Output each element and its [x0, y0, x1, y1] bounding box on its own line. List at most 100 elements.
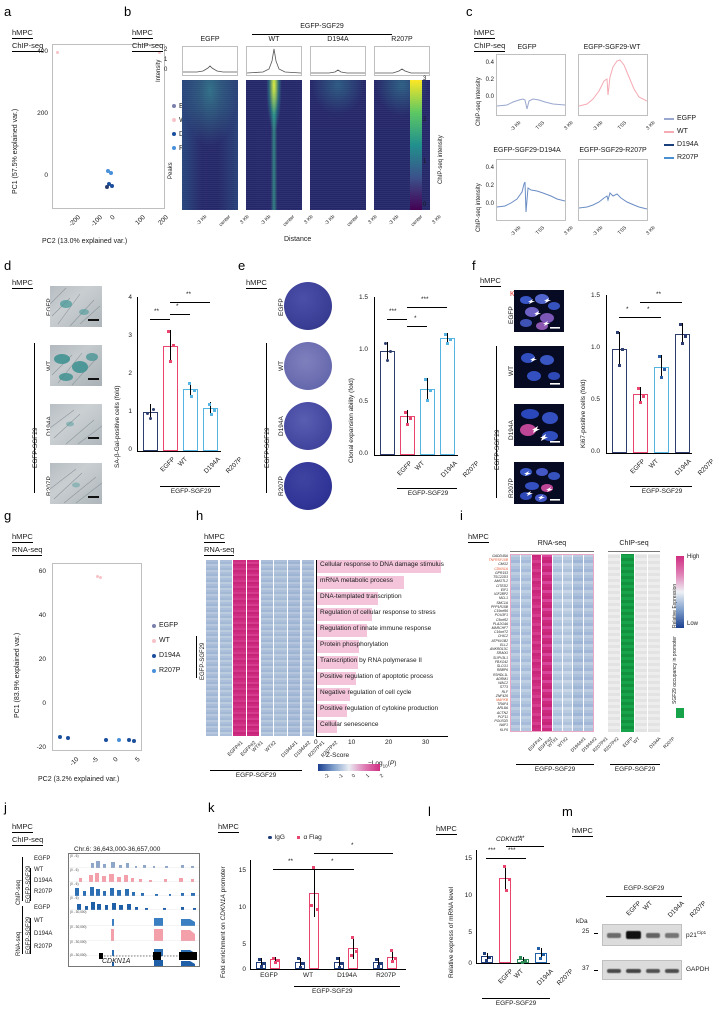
heatmap-col-r207p2 [301, 560, 314, 736]
legend-dot-d194a [172, 132, 176, 136]
datapoint [537, 947, 541, 951]
panel-d-yaxis [137, 297, 138, 452]
gene-label: C5orf62 [495, 617, 508, 622]
datapoint [193, 389, 197, 393]
panel-l-ytick: 5 [468, 929, 472, 936]
panel-j-header-celltype: hMPC [12, 822, 33, 834]
gene-label: TRAF4 [497, 702, 508, 707]
track-label: EGFP [34, 856, 51, 862]
panel-m-lane-wt: WT [641, 900, 655, 913]
panel-m-lane-egfp: EGFP [625, 900, 643, 918]
track-label: EGFP [34, 905, 51, 911]
micrograph-egfp [50, 286, 102, 327]
go-label: Regulation of innate immune response [320, 625, 432, 632]
siglabel-3: * [351, 842, 354, 849]
panel-b-header-celltype: hMPC [132, 28, 153, 40]
datapoint [485, 959, 489, 963]
panel-c-xtick: -3 Kb [509, 120, 523, 133]
datapoint [390, 949, 394, 953]
panel-i: i hMPC RNA-seq ChIP-seq GADD45A TNFRSF10… [458, 508, 718, 796]
datapoint [429, 389, 433, 393]
sigline-2 [314, 869, 354, 870]
panel-i-rnacol: WT#2 [556, 736, 569, 749]
errorbar [392, 950, 393, 962]
track-label: R207P [34, 889, 53, 895]
panel-m-lane-d194a: D194A [666, 900, 686, 920]
go-label: Positive regulation of apoptotic process [320, 673, 434, 680]
panel-g: g hMPC RNA-seq PC1 (83.9% explained var.… [4, 508, 206, 796]
gene-label: TNFRSF10B [488, 558, 508, 563]
panel-b: b hMPC ChIP-seq EGFP-SGF29 EGFP WT D194A… [124, 4, 464, 250]
datapoint [684, 335, 688, 339]
panel-f-ylabel: Ki67-positive cells (fold) [580, 379, 587, 448]
panel-e-xtick-d194a: D194A [439, 460, 459, 480]
datapoint [681, 342, 685, 346]
panel-b-profile-ylabel: Intensity [156, 59, 162, 82]
datapoint [350, 954, 354, 958]
panel-i-gene-labels: GADD45A TNFRSF10B CMO2 CDKN1A GPR153 TSC… [458, 554, 508, 732]
sigline-2 [506, 858, 526, 859]
data-point-wt [56, 51, 59, 54]
panel-l-ytick: 15 [464, 855, 472, 862]
gene-label: ADRM1 [496, 676, 508, 681]
errorbar [275, 957, 276, 962]
panel-e-yaxis [374, 297, 375, 456]
go-label: Protein phosphorylation [320, 641, 389, 648]
panel-m-kda-label: kDa [576, 918, 588, 925]
go-bar [317, 592, 378, 605]
panel-m-mw-25: 25 [582, 928, 590, 935]
heatmap-col [608, 554, 621, 732]
panel-i-header-celltype: hMPC [468, 532, 489, 544]
panel-a-ytick-400: 400 [37, 48, 48, 55]
datapoint [272, 957, 276, 961]
legend-label-r207p: R207P [677, 154, 699, 161]
panel-l-letter: l [428, 804, 431, 819]
legend-line-egfp [664, 117, 674, 120]
panel-j-chip-rule [22, 857, 23, 901]
panel-l-header-celltype: hMPC [436, 824, 457, 836]
panel-b-group-header: EGFP-SGF29 [300, 23, 344, 30]
panel-c-ytick: 0.2 [485, 77, 494, 83]
panel-c-xtick: TSS [616, 225, 628, 237]
siglabel-1: ** [154, 308, 160, 315]
datapoint [375, 958, 379, 962]
datapoint [679, 323, 683, 327]
datapoint [210, 413, 214, 417]
panel-e-group-label: EGFP-SGF29 [407, 490, 449, 497]
panel-l-xtick-egfp: EGFP [497, 968, 515, 986]
panel-i-chipcol: WT [632, 736, 641, 745]
panel-i-rna-heatmap [510, 554, 594, 732]
sigline-3 [170, 302, 210, 303]
panel-h-scale-title: Z-Score [326, 752, 350, 759]
panel-f-xtick-wt: WT [647, 458, 661, 471]
well-r207p [284, 462, 332, 510]
legend-dot-wt [172, 118, 176, 122]
panel-d-ytick: 4 [128, 294, 132, 301]
panel-a-ytick-200: 200 [37, 110, 48, 117]
panel-c-header-assay: ChIP-seq [474, 41, 506, 53]
panel-b-heatmap-d194a [310, 80, 366, 210]
panel-h-header-celltype: hMPC [204, 532, 225, 544]
siglabel-2: *** [508, 847, 516, 854]
panel-m-lane-r207p: R207P [688, 900, 708, 920]
track-range: (0 - 6) [70, 868, 79, 872]
panel-k-header-celltype: hMPC [218, 822, 239, 834]
gene-label: NAF1 [499, 723, 508, 728]
panel-a-xtick-0: 0 [109, 214, 117, 222]
errorbar [505, 866, 506, 890]
data-point-egfp [58, 735, 62, 739]
heatmap-col [634, 554, 647, 732]
sigline-3 [407, 307, 447, 308]
gene-label: CMO2 [498, 562, 508, 567]
errorbar-egfp [387, 342, 388, 360]
panel-a-header-assay: ChIP-seq [12, 41, 44, 53]
panel-c-xtick: -3 Kb [591, 120, 605, 133]
bar-r207p [440, 338, 455, 455]
panel-j-letter: j [4, 800, 7, 815]
panel-h-go-chart: Cellular response to DNA damage stimulus… [314, 560, 454, 768]
datapoint [389, 350, 393, 354]
panel-c-xtick: TSS [616, 120, 628, 132]
heatmap-col-wt2 [247, 560, 260, 736]
datapoint [505, 889, 509, 893]
panel-i-chipcol: EGFP [621, 736, 635, 749]
